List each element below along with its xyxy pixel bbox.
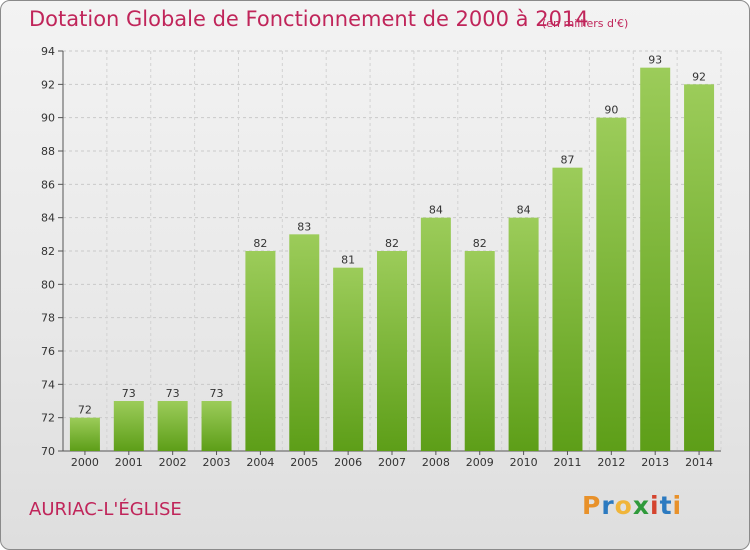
y-tick-label: 84	[41, 212, 55, 225]
x-tick-label-2005: 2005	[290, 456, 318, 469]
bar-2012	[596, 117, 627, 452]
x-tick-label-2008: 2008	[422, 456, 450, 469]
bar-2011	[552, 167, 583, 451]
bar-2009	[464, 251, 495, 451]
bar-2002	[157, 401, 188, 451]
data-label-2010: 84	[517, 204, 531, 217]
x-tick-label-2013: 2013	[641, 456, 669, 469]
x-tick-label-2004: 2004	[246, 456, 274, 469]
data-label-2003: 73	[210, 387, 224, 400]
bar-2013	[640, 67, 671, 452]
data-label-2009: 82	[473, 237, 487, 250]
y-tick-label: 92	[41, 78, 55, 91]
data-label-2008: 84	[429, 204, 443, 217]
x-tick-label-2000: 2000	[71, 456, 99, 469]
x-tick-label-2012: 2012	[597, 456, 625, 469]
proxiti-logo[interactable]: Proxiti	[582, 491, 683, 520]
bar-2006	[333, 267, 364, 451]
y-tick-label: 94	[41, 45, 55, 58]
y-tick-label: 88	[41, 145, 55, 158]
data-label-2006: 81	[341, 254, 355, 267]
bar-2010	[508, 217, 539, 451]
y-tick-label: 78	[41, 312, 55, 325]
x-tick-label-2003: 2003	[203, 456, 231, 469]
data-label-2004: 82	[253, 237, 267, 250]
x-tick-label-2002: 2002	[159, 456, 187, 469]
bar-2007	[377, 251, 407, 451]
bar-2005	[289, 234, 320, 451]
y-tick-label: 72	[41, 412, 55, 425]
commune-name: AURIAC-L'ÉGLISE	[29, 499, 182, 520]
bar-2014	[684, 84, 715, 451]
bar-2008	[420, 217, 451, 451]
bar-2003	[201, 401, 232, 451]
x-tick-label-2006: 2006	[334, 456, 362, 469]
data-label-2007: 82	[385, 237, 399, 250]
label-layer: 72 73 73 73 82 83 81 82 84 82 84 87 90 93 92	[78, 54, 706, 417]
y-tick-label: 76	[41, 345, 55, 358]
x-tick-label-2010: 2010	[510, 456, 538, 469]
bar-2004	[245, 251, 276, 451]
x-tick-label-2009: 2009	[466, 456, 494, 469]
data-label-2000: 72	[78, 404, 92, 417]
y-tick-label: 82	[41, 245, 55, 258]
x-tick-label-2011: 2011	[553, 456, 581, 469]
bar-layer	[69, 67, 715, 452]
y-tick-label: 74	[41, 378, 55, 391]
data-label-2011: 87	[560, 154, 574, 167]
bar-2000	[69, 417, 100, 451]
y-tick-label: 90	[41, 112, 55, 125]
y-tick-label: 70	[41, 445, 55, 458]
chart-subtitle: (en milliers d'€)	[542, 17, 629, 30]
bar-2001	[113, 401, 144, 451]
data-label-2012: 90	[604, 104, 618, 117]
x-tick-label-2001: 2001	[115, 456, 143, 469]
data-label-2014: 92	[692, 70, 706, 83]
data-label-2002: 73	[166, 387, 180, 400]
x-tick-label-2014: 2014	[685, 456, 713, 469]
data-label-2013: 93	[648, 54, 662, 67]
y-tick-label: 86	[41, 178, 55, 191]
x-tick-label-2007: 2007	[378, 456, 406, 469]
data-label-2001: 73	[122, 387, 136, 400]
y-tick-label: 80	[41, 278, 55, 291]
chart-title: Dotation Globale de Fonctionnement de 20…	[29, 7, 589, 31]
data-label-2005: 83	[297, 220, 311, 233]
